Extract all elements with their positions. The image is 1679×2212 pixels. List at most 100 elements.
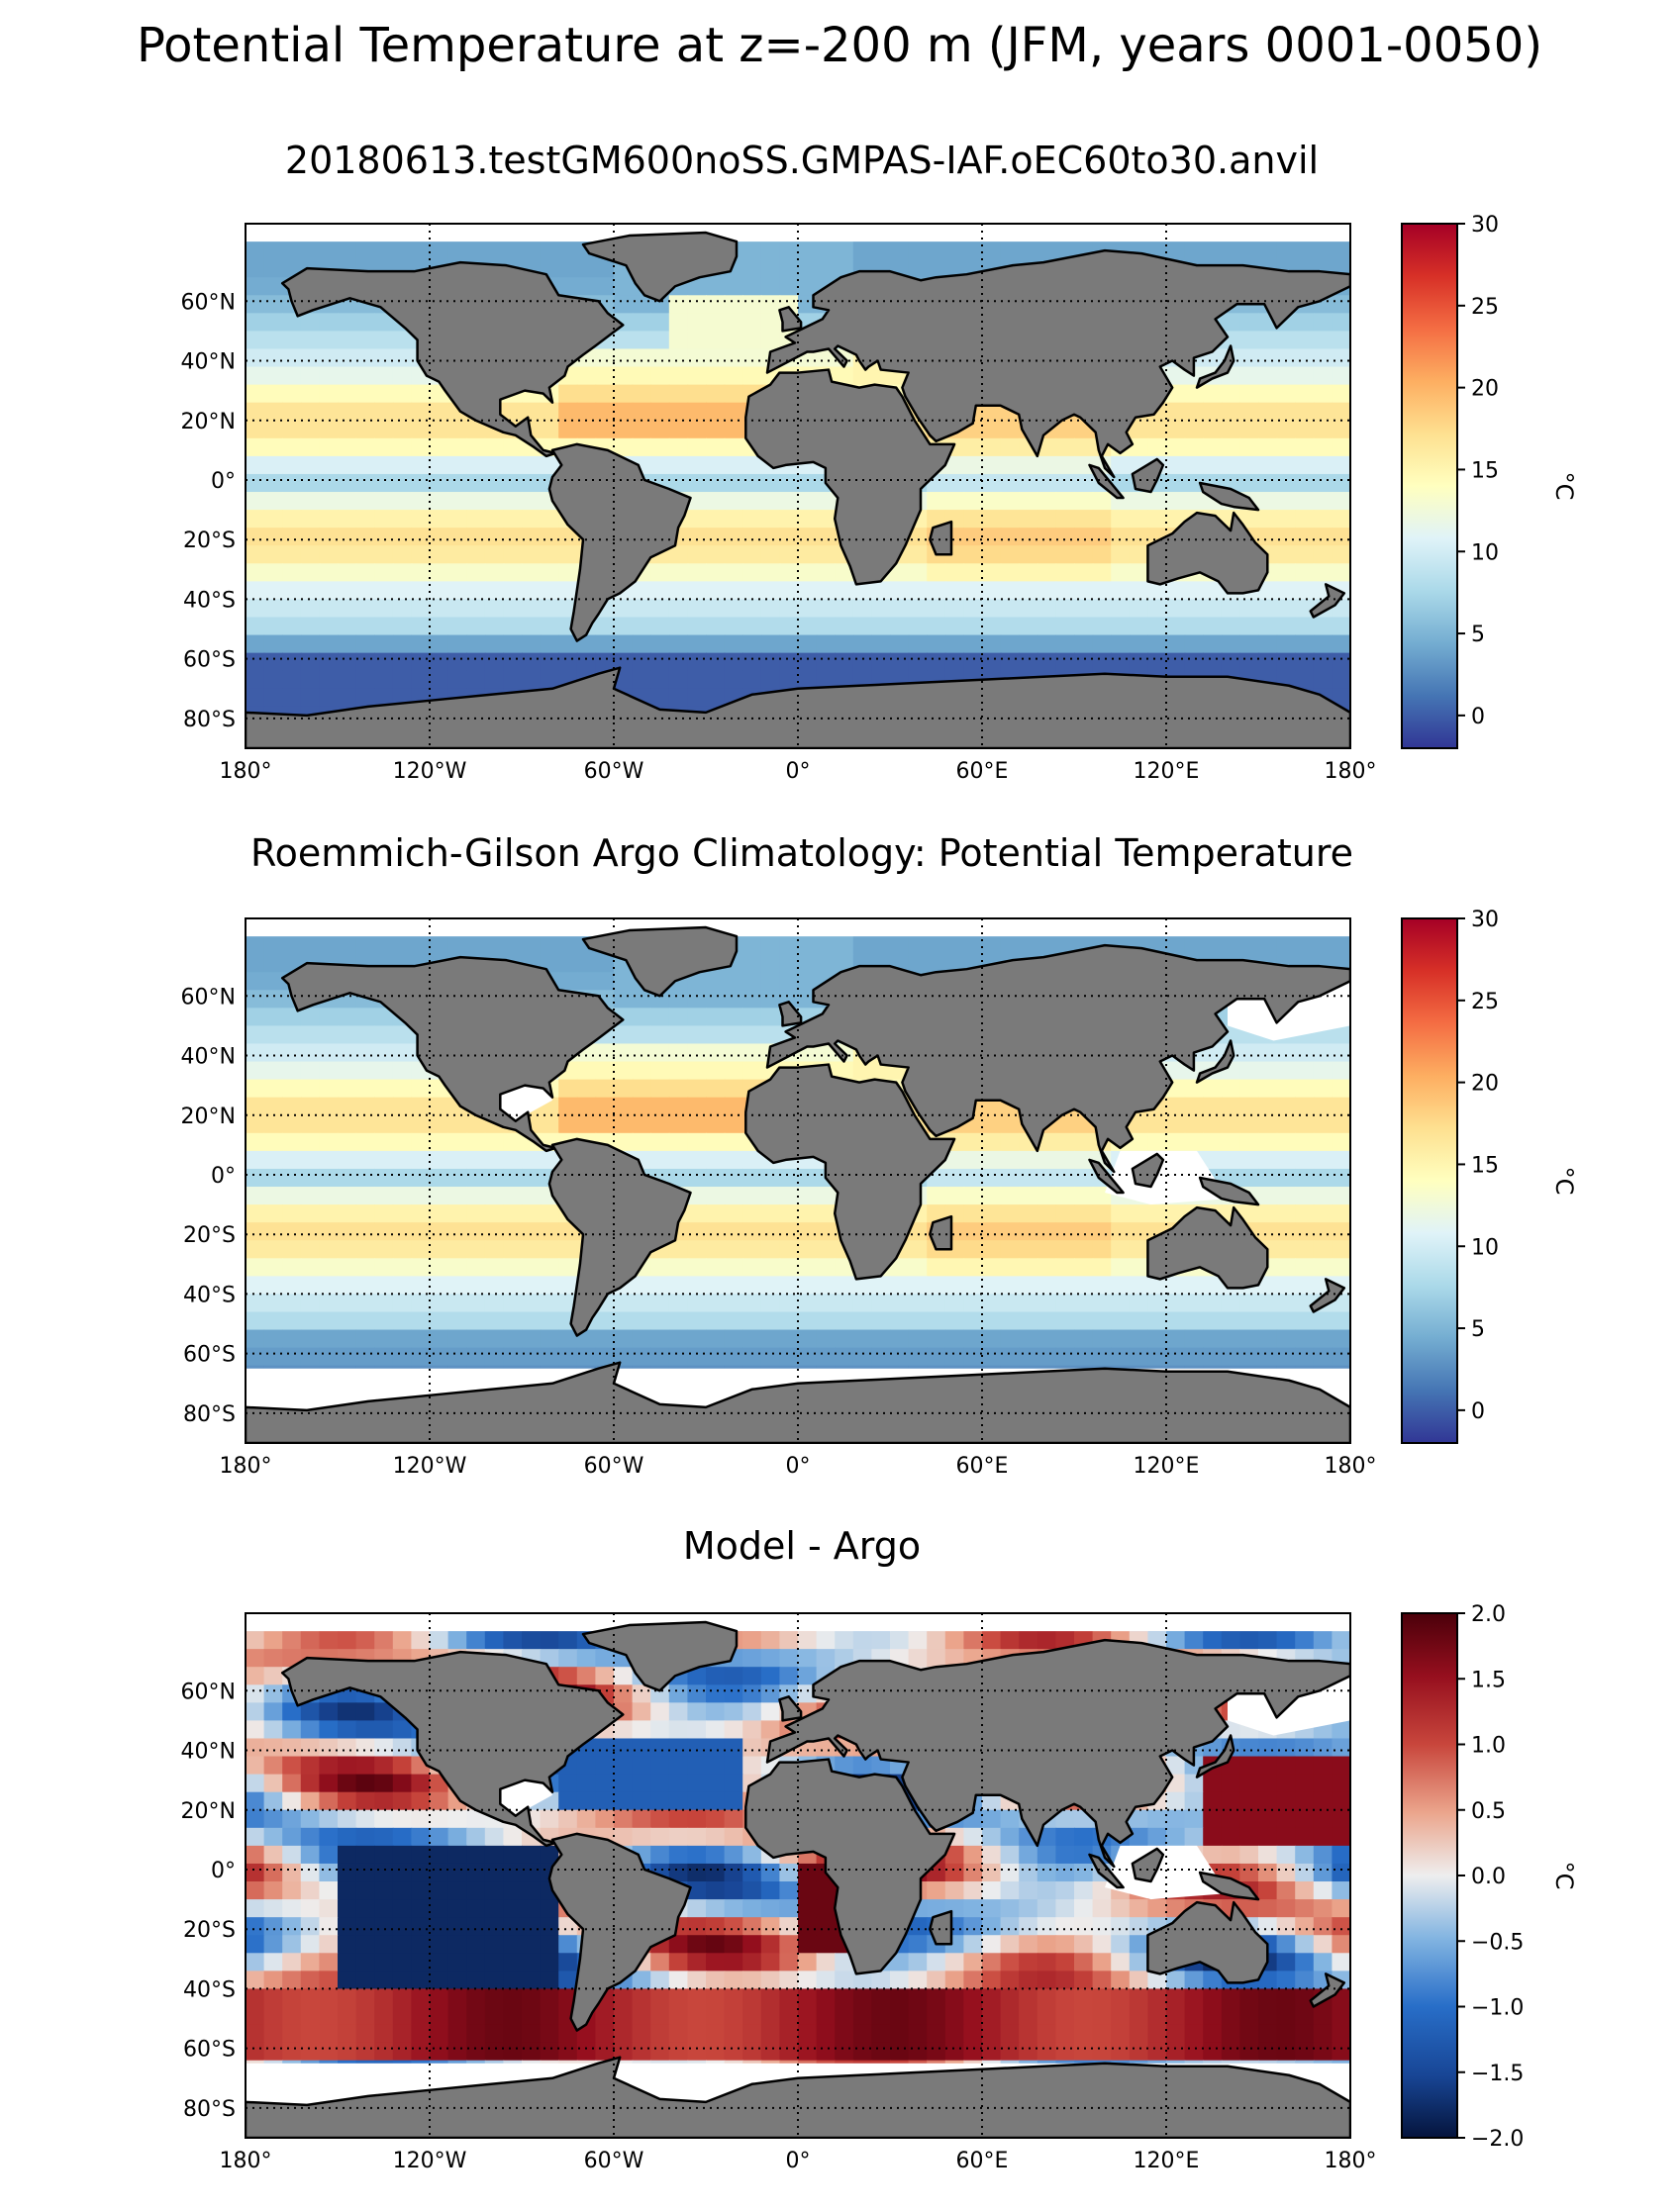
field-cell [338, 545, 357, 565]
field-cell [724, 420, 743, 439]
field-cell [1313, 1845, 1333, 1865]
field-cell [246, 1667, 265, 1686]
field-cell [706, 1684, 726, 1704]
field-cell [650, 1827, 670, 1847]
field-cell [355, 581, 375, 601]
field-cell [246, 1774, 265, 1793]
field-cell [852, 652, 873, 672]
field-cell [355, 1899, 375, 1918]
field-cell [246, 528, 265, 547]
field-cell [852, 634, 873, 654]
landmass-africa [744, 368, 956, 586]
field-cell [1184, 420, 1204, 439]
field-cell [706, 1774, 726, 1793]
field-cell [503, 599, 523, 619]
field-cell [632, 331, 651, 350]
field-cell [282, 1738, 302, 1758]
field-cell [1221, 617, 1241, 636]
field-cell [263, 366, 283, 386]
field-cell [650, 599, 670, 619]
field-cell [1276, 1756, 1296, 1776]
field-cell [742, 1756, 762, 1776]
field-cell [595, 277, 615, 297]
field-cell [1221, 634, 1241, 654]
field-cell [1332, 384, 1350, 404]
field-cell [246, 348, 265, 368]
field-cell [1313, 1631, 1333, 1650]
field-cell [246, 420, 265, 439]
field-cell [1184, 599, 1204, 619]
field-cell [246, 1935, 265, 1955]
field-cell [1111, 528, 1131, 547]
field-cell [1074, 563, 1094, 583]
lat-tick-label: 20°N [181, 410, 236, 434]
field-cell [1295, 528, 1315, 547]
field-cell [484, 1845, 505, 1865]
field-cell [816, 1935, 836, 1955]
field-cell [668, 563, 689, 583]
field-cell [779, 528, 799, 547]
field-cell [706, 599, 726, 619]
field-cell [871, 599, 891, 619]
field-cell [1276, 402, 1296, 422]
field-cell [632, 348, 651, 368]
field-cell [724, 402, 743, 422]
field-cell [540, 599, 559, 619]
field-cell [282, 313, 302, 333]
field-cell [1037, 1845, 1057, 1865]
field-cell [614, 634, 634, 654]
field-cell [282, 1953, 302, 1972]
field-cell [411, 1953, 431, 1972]
field-cell [595, 1649, 615, 1669]
field-cell [890, 634, 910, 654]
field-cell [798, 510, 818, 529]
field-cell [484, 599, 505, 619]
field-cell [1258, 581, 1278, 601]
field-cell [798, 241, 818, 260]
field-cell [447, 1917, 467, 1937]
field-cell [374, 545, 394, 565]
field-cell [576, 1774, 597, 1793]
field-cell [742, 1971, 762, 1990]
field-cell [944, 1971, 965, 1990]
field-cell [374, 402, 394, 422]
field-cell [1147, 510, 1167, 529]
field-cell [779, 617, 799, 636]
field-cell [355, 510, 375, 529]
field-cell [650, 1720, 670, 1740]
field-cell [632, 1827, 651, 1847]
field-cell [1332, 1899, 1350, 1918]
field-cell [650, 688, 670, 708]
field-cell [724, 437, 743, 457]
field-cell [1166, 1631, 1186, 1650]
field-cell [742, 1684, 762, 1704]
nodata-region-arctic-cap [246, 224, 1350, 242]
field-cell [1276, 1631, 1296, 1650]
field-cell [300, 1756, 321, 1776]
field-cell [668, 1845, 689, 1865]
field-cell [522, 492, 542, 511]
field-cell [724, 1953, 743, 1972]
field-cell [300, 1774, 321, 1793]
field-cell [963, 545, 983, 565]
field-cell [540, 1971, 559, 1990]
field-cell [1332, 1917, 1350, 1937]
field-cell [1055, 528, 1075, 547]
field-cell [282, 510, 302, 529]
field-cell [1055, 581, 1075, 601]
field-cell [1092, 492, 1112, 511]
field-cell [263, 1953, 283, 1972]
field-cell [742, 1667, 762, 1686]
field-cell [466, 634, 486, 654]
field-cell [246, 1809, 265, 1829]
field-cell [760, 331, 781, 350]
field-cell [355, 348, 375, 368]
field-cell [300, 545, 321, 565]
field-cell [668, 384, 689, 404]
field-cell [1055, 563, 1075, 583]
field-cell [687, 1845, 707, 1865]
field-cell [706, 1845, 726, 1865]
field-cell [927, 1953, 946, 1972]
field-cell [430, 1881, 449, 1900]
field-cell [1166, 652, 1186, 672]
